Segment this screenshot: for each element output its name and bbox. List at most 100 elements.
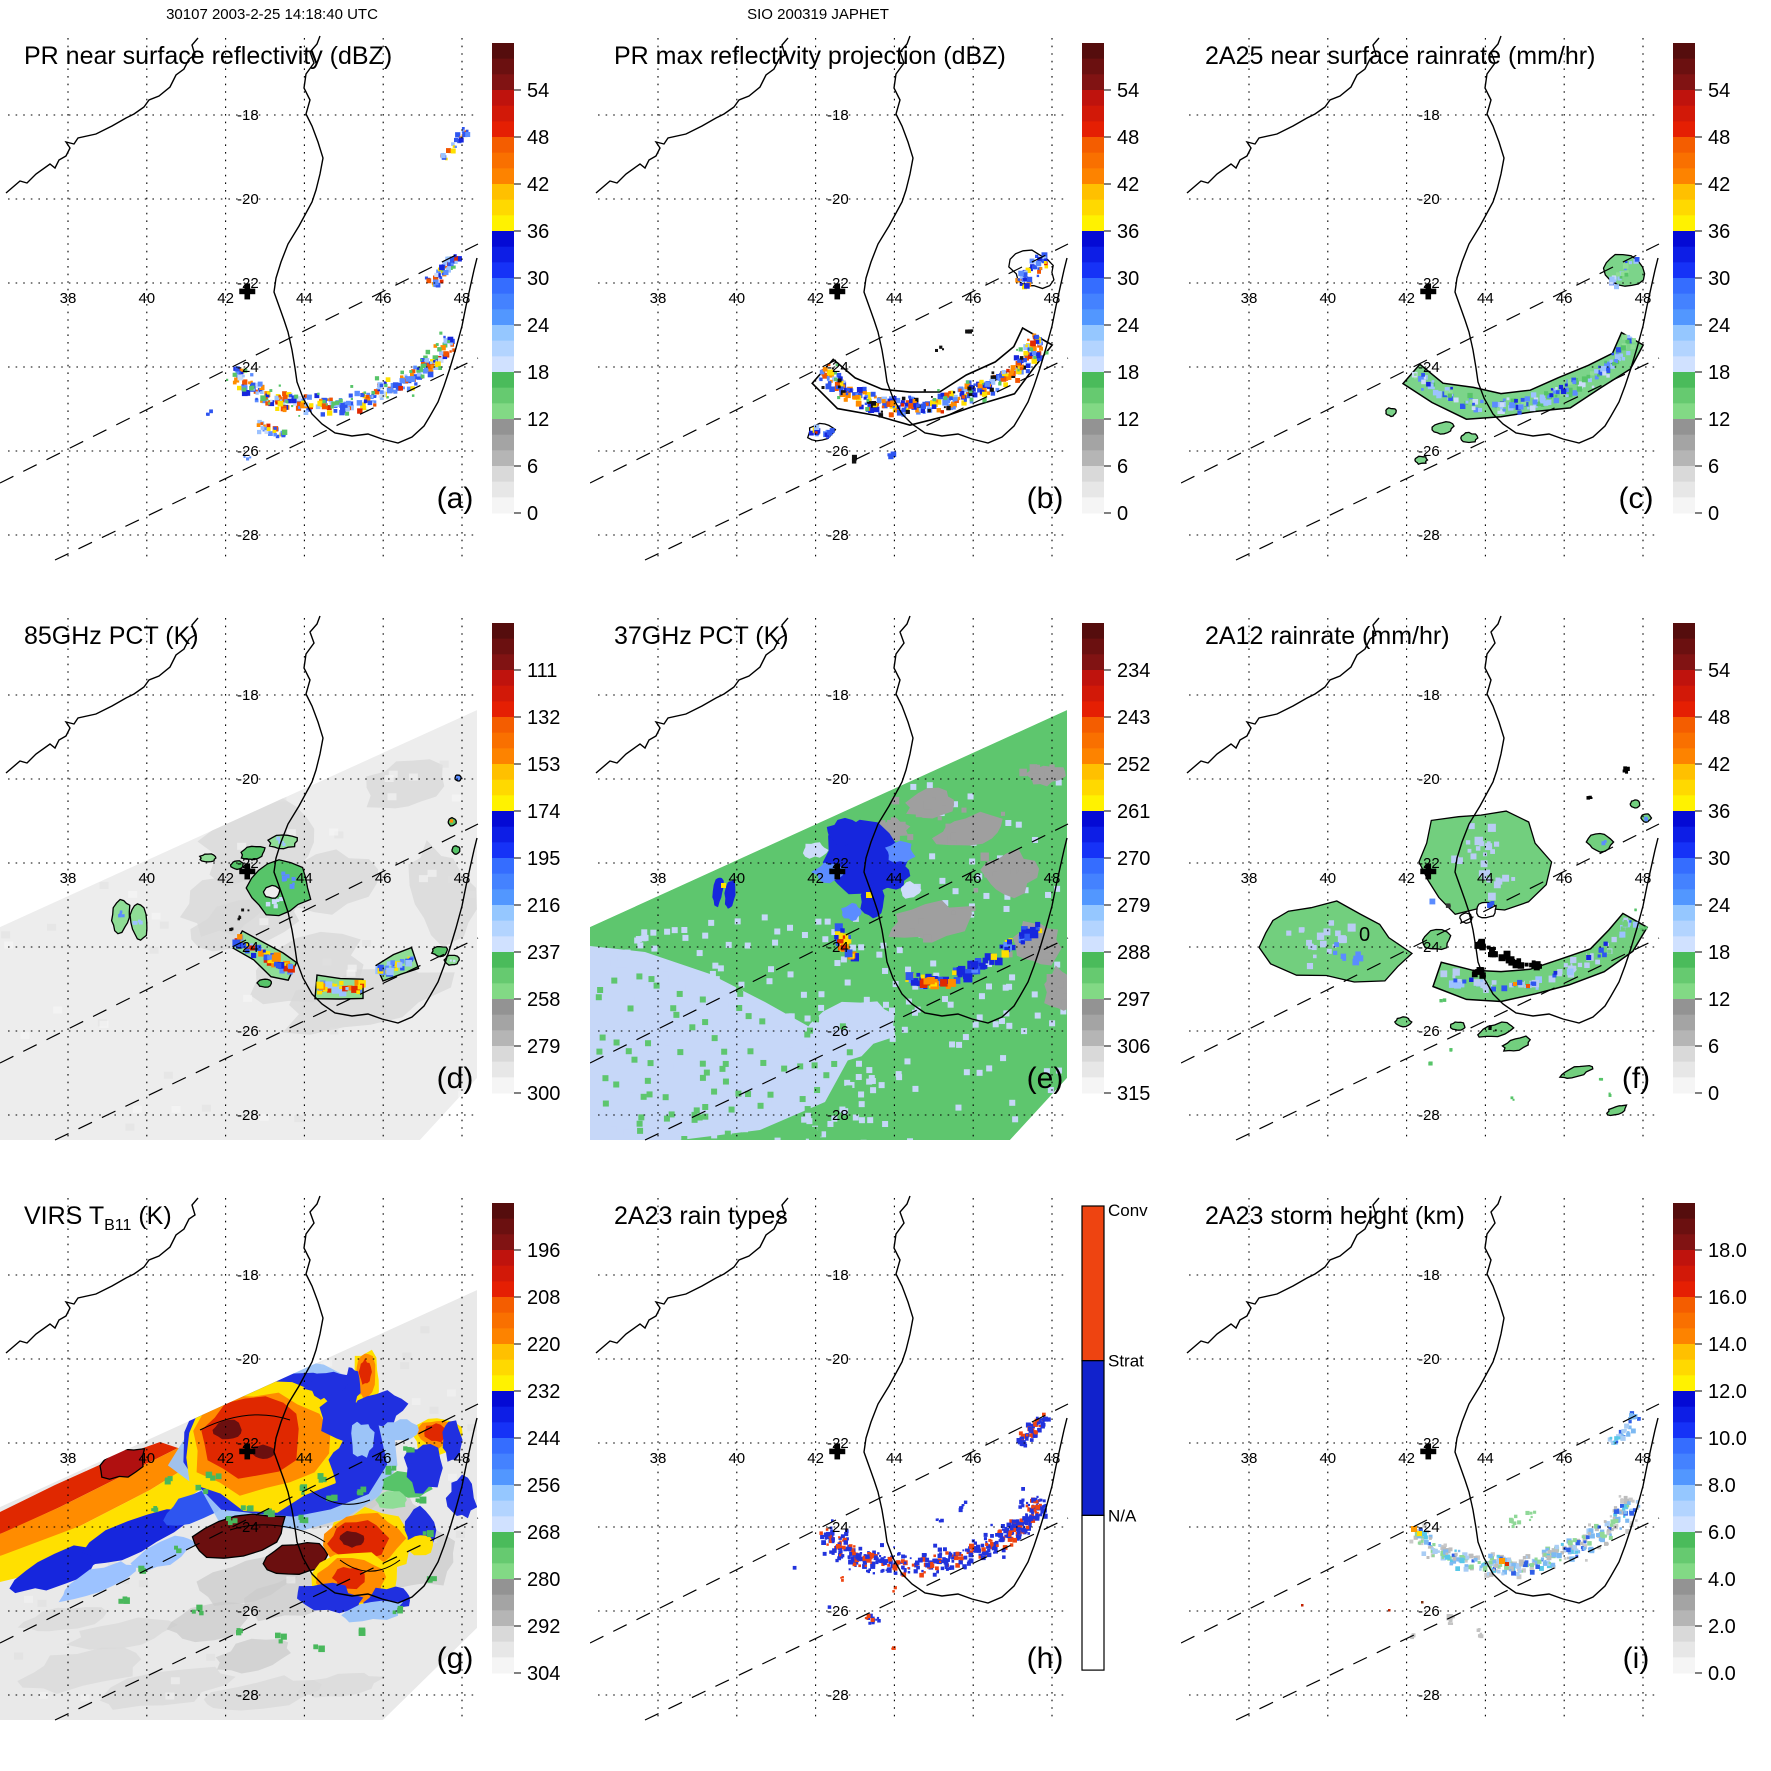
svg-text:-28: -28: [827, 1107, 849, 1124]
panel-e-letter: (e): [1027, 1062, 1064, 1095]
svg-text:54: 54: [1117, 80, 1139, 102]
svg-text:42: 42: [1398, 290, 1415, 307]
svg-text:6.0: 6.0: [1708, 1522, 1736, 1544]
panel-e-data-layer: [590, 710, 1067, 1140]
svg-text:40: 40: [728, 870, 745, 887]
storm-center-marker: [829, 1443, 846, 1460]
svg-text:48: 48: [1044, 870, 1061, 887]
svg-text:44: 44: [1477, 1450, 1494, 1467]
svg-text:2.0: 2.0: [1708, 1616, 1736, 1638]
svg-text:-24: -24: [1418, 939, 1440, 956]
svg-text:46: 46: [965, 1450, 982, 1467]
svg-text:256: 256: [527, 1475, 560, 1497]
panel-a-letter: (a): [437, 482, 474, 515]
svg-text:38: 38: [1241, 1450, 1258, 1467]
svg-text:46: 46: [1556, 870, 1573, 887]
svg-text:42: 42: [217, 870, 234, 887]
svg-text:153: 153: [527, 754, 560, 776]
svg-text:244: 244: [527, 1428, 560, 1450]
svg-text:-26: -26: [1418, 1023, 1440, 1040]
svg-text:40: 40: [138, 290, 155, 307]
svg-text:18: 18: [1708, 942, 1730, 964]
svg-text:12: 12: [1708, 409, 1730, 431]
swath-edge-dashes: [1180, 1403, 1660, 1721]
svg-text:42: 42: [217, 1450, 234, 1467]
coastlines: [5, 615, 478, 1024]
svg-text:Strat: Strat: [1108, 1352, 1144, 1371]
svg-text:24: 24: [1708, 895, 1730, 917]
svg-text:48: 48: [1117, 127, 1139, 149]
svg-text:30: 30: [1708, 268, 1730, 290]
svg-text:-18: -18: [827, 107, 849, 124]
svg-text:-28: -28: [827, 527, 849, 544]
svg-text:-28: -28: [237, 1687, 259, 1704]
svg-text:42: 42: [527, 174, 549, 196]
svg-text:111: 111: [527, 660, 557, 682]
svg-text:0: 0: [1708, 1083, 1719, 1105]
orbit-header: 30107 2003-2-25 14:18:40 UTC: [166, 6, 378, 23]
storm-center-marker: [239, 863, 256, 880]
svg-text:Conv: Conv: [1108, 1201, 1148, 1220]
svg-text:12.0: 12.0: [1708, 1381, 1747, 1403]
panel-g-letter: (g): [437, 1642, 474, 1675]
svg-text:304: 304: [527, 1663, 560, 1685]
svg-text:46: 46: [965, 870, 982, 887]
swath-edge-dashes: [589, 243, 1069, 561]
coastlines: [1186, 1195, 1659, 1604]
panel-d-colorbar: 111 132 153 174 195 216 237 258 279 300: [492, 623, 560, 1105]
svg-text:38: 38: [60, 1450, 77, 1467]
svg-text:54: 54: [1708, 80, 1730, 102]
storm-center-marker: [829, 863, 846, 880]
panel-f-data-layer: 0: [1258, 766, 1653, 1117]
coastlines: [5, 35, 478, 444]
svg-text:252: 252: [1117, 754, 1150, 776]
svg-text:46: 46: [375, 870, 392, 887]
svg-text:48: 48: [1635, 290, 1652, 307]
swath-edge-dashes: [1180, 243, 1660, 561]
coastlines: [5, 1195, 478, 1604]
svg-text:40: 40: [138, 1450, 155, 1467]
svg-text:132: 132: [527, 707, 560, 729]
panel-h-title: 2A23 rain types: [614, 1202, 788, 1230]
svg-text:0.0: 0.0: [1708, 1663, 1736, 1685]
svg-text:48: 48: [454, 290, 471, 307]
svg-text:-18: -18: [237, 687, 259, 704]
svg-text:-26: -26: [827, 1023, 849, 1040]
svg-text:10.0: 10.0: [1708, 1428, 1747, 1450]
svg-text:-20: -20: [1418, 771, 1440, 788]
svg-text:-24: -24: [237, 939, 259, 956]
panel-f-title: 2A12 rainrate (mm/hr): [1205, 622, 1450, 650]
svg-text:44: 44: [1477, 290, 1494, 307]
svg-text:-20: -20: [237, 1351, 259, 1368]
svg-text:-24: -24: [1418, 1519, 1440, 1536]
svg-text:174: 174: [527, 801, 560, 823]
svg-text:38: 38: [1241, 290, 1258, 307]
svg-text:232: 232: [527, 1381, 560, 1403]
svg-text:18: 18: [1117, 362, 1139, 384]
panel-e-title: 37GHz PCT (K): [614, 622, 789, 650]
svg-text:279: 279: [527, 1036, 560, 1058]
panel-d-title: 85GHz PCT (K): [24, 622, 199, 650]
swath-edge-dashes: [1180, 823, 1660, 1141]
svg-text:0: 0: [1708, 503, 1719, 525]
swath-edge-dashes: [0, 1403, 479, 1721]
svg-text:38: 38: [60, 870, 77, 887]
panel-a-colorbar: 54 48 42 36 30 24 18 12 6 0: [492, 43, 549, 525]
panel-i-title: 2A23 storm height (km): [1205, 1202, 1465, 1230]
svg-text:-18: -18: [237, 107, 259, 124]
svg-text:-28: -28: [1418, 1107, 1440, 1124]
svg-text:0: 0: [1359, 924, 1370, 946]
svg-text:-26: -26: [237, 1603, 259, 1620]
panel-d-data-layer: [0, 710, 477, 1140]
svg-text:48: 48: [1708, 707, 1730, 729]
svg-text:-26: -26: [1418, 443, 1440, 460]
svg-text:38: 38: [650, 1450, 667, 1467]
panel-h-data-layer: [792, 1412, 1051, 1650]
svg-text:44: 44: [296, 290, 313, 307]
